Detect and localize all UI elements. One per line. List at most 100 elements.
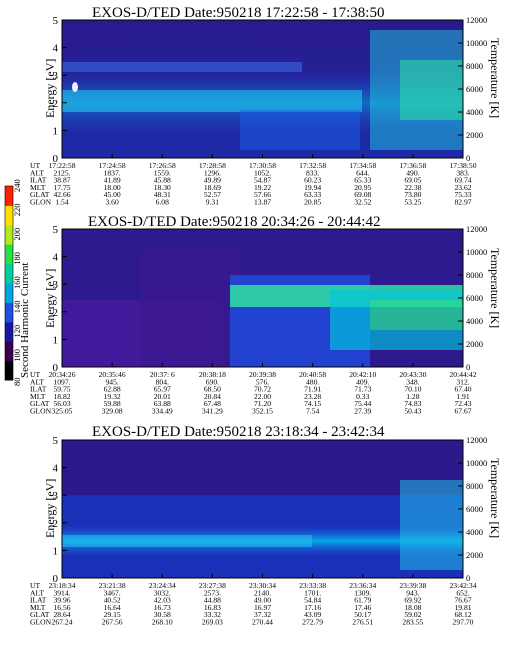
table-cell: 23:27:38 xyxy=(199,581,226,590)
panel-1-table: UT 17:22:58 17:24:58 17:26:58 17:28:58 17:30:… xyxy=(30,154,477,207)
table-cell: 70.72 xyxy=(254,385,271,394)
table-cell: 16.97 xyxy=(254,603,271,612)
table-cell: 71.73 xyxy=(354,385,371,394)
table-cell: 61.79 xyxy=(354,596,371,605)
table-row-header: UT xyxy=(30,581,40,590)
table-cell: 329.08 xyxy=(102,407,123,416)
table-cell: 18.00 xyxy=(104,183,121,192)
colorbar-swatch xyxy=(5,341,13,362)
table-cell: 63.33 xyxy=(304,190,321,199)
table-cell: 1296. xyxy=(204,168,221,177)
y2tick-label: 8000 xyxy=(466,61,483,71)
table-cell: 73.80 xyxy=(404,190,421,199)
table-cell: 75.44 xyxy=(354,399,371,408)
table-row-header: ALT xyxy=(30,377,44,386)
y2tick-label: 4000 xyxy=(466,527,483,537)
y2tick-label: 12000 xyxy=(466,15,487,25)
table-cell: 16.83 xyxy=(204,603,221,612)
colorbar-tick-label: 80 xyxy=(12,378,22,387)
panel-1-plot xyxy=(61,19,464,159)
table-cell: 17:38:50 xyxy=(449,161,476,170)
table-cell: 17:22:58 xyxy=(48,161,75,170)
table-cell: 27.39 xyxy=(354,407,371,416)
table-cell: 1.54 xyxy=(55,198,68,207)
table-cell: 20.95 xyxy=(354,183,371,192)
table-row-header: GLAT xyxy=(30,190,50,199)
table-cell: 39.96 xyxy=(53,596,70,605)
y2tick-label: 2000 xyxy=(466,550,483,560)
table-cell: 20.01 xyxy=(154,392,171,401)
table-cell: 9.31 xyxy=(206,198,219,207)
ytick-label: 2 xyxy=(53,307,59,319)
y2tick-label: 12000 xyxy=(466,224,487,234)
table-cell: 54.84 xyxy=(304,596,321,605)
table-cell: 18.30 xyxy=(154,183,171,192)
table-row-header: GLON xyxy=(30,198,52,207)
table-cell: 19.32 xyxy=(104,392,121,401)
colorbar-tick-label: 160 xyxy=(12,276,22,289)
table-cell: 576. xyxy=(256,377,269,386)
colorbar: 80 100 120 140 160 180 200 220 240 Second Harmon… xyxy=(4,179,31,387)
panel-3-yticks: 0 1 2 3 4 5 xyxy=(53,435,67,585)
panel-3-table: UT 23:18:34 23:21:38 23:24:34 23:27:38 23:30:… xyxy=(30,574,477,627)
table-cell: 2573. xyxy=(204,588,221,597)
table-cell: 20:43:30 xyxy=(399,370,426,379)
table-cell: 17.16 xyxy=(304,603,321,612)
table-cell: 1.91 xyxy=(456,392,469,401)
table-cell: 2125. xyxy=(53,168,70,177)
table-cell: 52.57 xyxy=(204,190,221,199)
table-cell: 69.92 xyxy=(404,596,421,605)
table-cell: 16.73 xyxy=(154,603,171,612)
table-cell: 297.70 xyxy=(453,618,474,627)
panel-2-table: UT 20:34:26 20:35:46 20:37: 6 20:38:18 20:39:… xyxy=(30,363,477,416)
table-cell: 348. xyxy=(406,377,419,386)
table-cell: 20:35:46 xyxy=(99,370,126,379)
colorbar-tick-label: 200 xyxy=(12,228,22,241)
table-cell: 269.03 xyxy=(202,618,223,627)
table-cell: 18.82 xyxy=(53,392,70,401)
y2tick-label: 8000 xyxy=(466,270,483,280)
table-row-header: ILAT xyxy=(30,385,47,394)
y2tick-label: 2000 xyxy=(466,339,483,349)
panel-2-title: EXOS-D/TED Date:950218 20:34:26 - 20:44:… xyxy=(88,214,380,230)
panel-3-aurora-region xyxy=(400,480,463,570)
table-cell: 23:36:34 xyxy=(349,581,376,590)
table-cell: 3.60 xyxy=(105,198,118,207)
panel-3-plot xyxy=(61,439,464,579)
table-cell: 41.89 xyxy=(104,176,121,185)
table-cell: 312. xyxy=(456,377,469,386)
table-cell: 23:24:34 xyxy=(149,581,176,590)
table-cell: 23:33:38 xyxy=(299,581,326,590)
y2tick-label: 10000 xyxy=(466,458,487,468)
table-cell: 17.75 xyxy=(53,183,70,192)
ytick-label: 0 xyxy=(53,573,59,585)
panel-1-title: EXOS-D/TED Date:950218 17:22:58 - 17:38:… xyxy=(92,5,384,21)
ytick-label: 1 xyxy=(53,545,59,557)
table-cell: 644. xyxy=(356,168,369,177)
y2tick-label: 6000 xyxy=(466,504,483,514)
table-row-header: ALT xyxy=(30,168,44,177)
table-row-header: GLAT xyxy=(30,399,50,408)
table-cell: 19.22 xyxy=(254,183,271,192)
table-cell: 409. xyxy=(356,377,369,386)
table-cell: 67.67 xyxy=(454,407,471,416)
y2tick-label: 0 xyxy=(466,153,470,163)
table-cell: 42.03 xyxy=(154,596,171,605)
table-cell: 833. xyxy=(306,168,319,177)
table-cell: 69.05 xyxy=(404,176,421,185)
table-cell: 32.52 xyxy=(354,198,371,207)
table-cell: 17:34:58 xyxy=(349,161,376,170)
panel-3: EXOS-D/TED Date:950218 23:18:34 - 23:42:… xyxy=(30,424,502,627)
ytick-label: 4 xyxy=(53,43,59,55)
panel-2-yticks: 0 1 2 3 4 5 xyxy=(53,224,67,374)
table-cell: 17:30:58 xyxy=(249,161,276,170)
table-cell: 690. xyxy=(206,377,219,386)
ytick-label: 2 xyxy=(53,98,59,110)
table-cell: 33.32 xyxy=(204,610,221,619)
table-cell: 3467. xyxy=(104,588,121,597)
table-cell: 59.02 xyxy=(404,610,421,619)
table-cell: 2140. xyxy=(254,588,271,597)
colorbar-swatches xyxy=(4,185,14,381)
table-cell: 272.79 xyxy=(302,618,323,627)
y2tick-label: 6000 xyxy=(466,84,483,94)
